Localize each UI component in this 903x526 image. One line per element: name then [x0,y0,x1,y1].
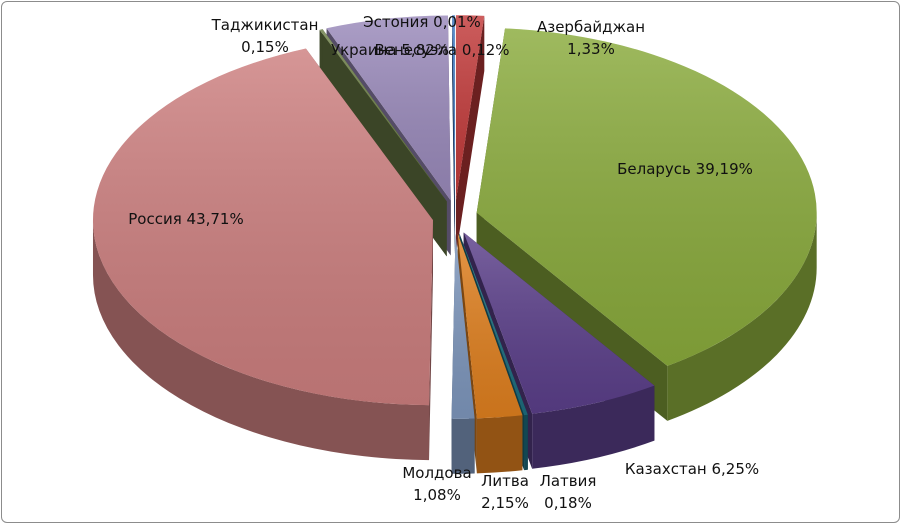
slice-label-name: Молдова [402,464,471,482]
pie-slice-6 [451,233,475,474]
slice-outer-wall [476,415,523,474]
slice-gloss [463,232,655,414]
slice-label-name: Латвия [540,472,597,490]
slice-gloss [455,15,485,201]
slice-side-wall [429,220,433,461]
slice-label-name: Украина [331,41,397,59]
slice-label-value: 0,15% [241,38,289,56]
slice-label-name: Россия [128,210,182,228]
pie-slice-3 [463,232,655,469]
pie-labels: Азербайджан 1,33% Беларусь 39,19% Казахстан… [128,13,759,512]
slice-side-wall [452,15,455,256]
slice-outer-wall [532,385,655,469]
slice-label-name: Литва [481,472,529,490]
slice-label-value: 1,33% [567,40,615,58]
slice-label-5: Литва 2,15% [481,472,529,512]
slice-gloss [451,233,475,419]
slice-outer-wall [92,220,430,461]
slice-label-value: 0,18% [544,494,592,512]
slice-label-value: 6,25% [707,460,759,478]
slice-gloss [452,15,455,201]
pie-slice-5 [457,233,523,474]
slice-label-name: Азербайджан [537,18,645,36]
slice-gloss [476,28,817,366]
slice-label-value: 43,71% [182,210,244,228]
slice-label-value: 5,82% [397,41,449,59]
slice-label-name: Таджикистан [211,16,319,34]
slice-gloss [319,29,447,202]
slice-label-6: Молдова 1,08% [402,464,471,504]
slice-label-9: Украина 5,82% [331,41,449,59]
slice-label-name: Эстония [363,13,428,31]
slice-label-3: Казахстан 6,25% [625,460,759,478]
slice-label-value: 0,01% [428,13,480,31]
slice-gloss [92,48,433,406]
slice-label-4: Латвия 0,18% [540,472,597,512]
slice-label-11: Венесуэла 0,12% [374,41,509,59]
slice-label-8: Таджикистан 0,15% [211,16,319,56]
pie-slices [92,15,817,474]
slice-gloss [457,233,523,419]
pie-slice-7 [92,48,433,461]
pie-slice-10 [452,15,455,256]
slice-label-1: Азербайджан 1,33% [537,18,645,58]
slice-outer-wall [524,414,528,471]
slice-label-value: 0,12% [457,41,509,59]
slice-label-10: Эстония 0,01% [363,13,481,31]
pie-slice-1 [455,15,485,256]
slice-outer-wall [667,212,817,421]
slice-label-name: Казахстан [625,460,707,478]
slice-gloss [459,233,528,416]
slice-side-wall [455,15,485,256]
slice-gloss [326,15,451,201]
slice-label-7: Россия 43,71% [128,210,243,228]
slice-label-value: 2,15% [481,494,529,512]
slice-label-name: Беларусь [617,160,691,178]
slice-outer-wall [451,418,475,474]
slice-label-value: 1,08% [413,486,461,504]
slice-gloss [452,15,455,201]
slice-label-2: Беларусь 39,19% [617,160,753,178]
slice-label-value: 39,19% [691,160,753,178]
slice-label-name: Венесуэла [374,41,457,59]
